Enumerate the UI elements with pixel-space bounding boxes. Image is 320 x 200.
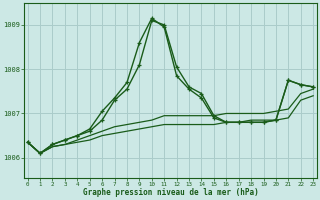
X-axis label: Graphe pression niveau de la mer (hPa): Graphe pression niveau de la mer (hPa): [83, 188, 258, 197]
